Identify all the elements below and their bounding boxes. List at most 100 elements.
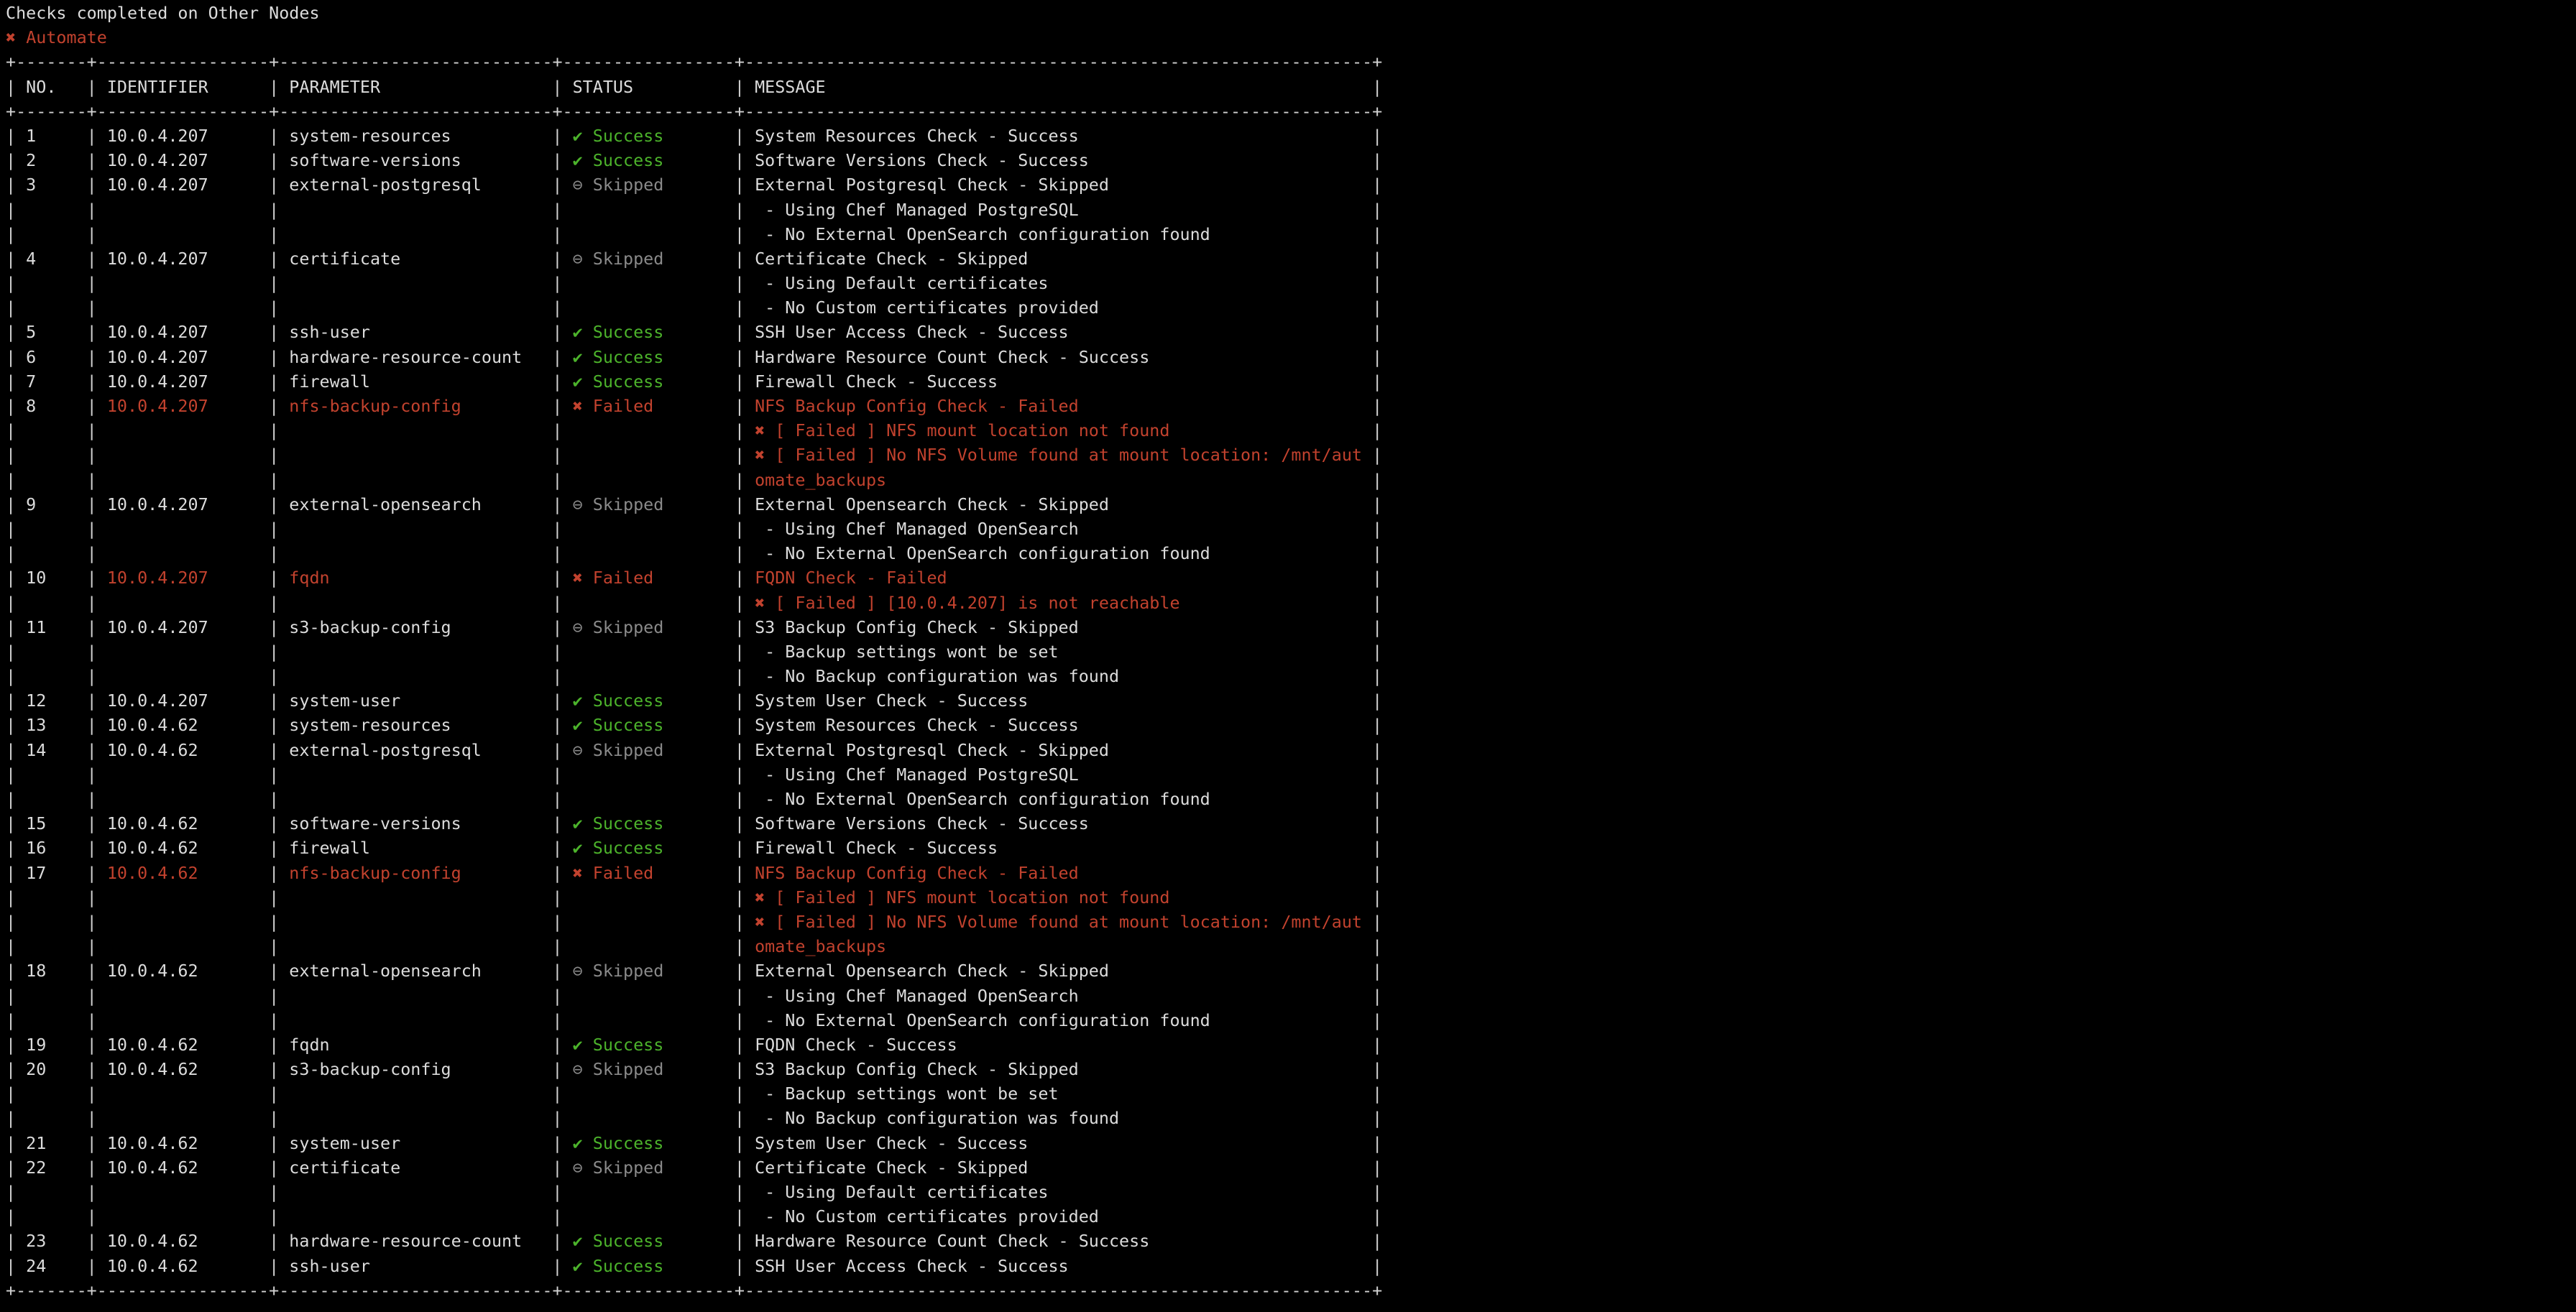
message-cell-text: - Using Chef Managed OpenSearch [755,985,1373,1006]
empty-cell-text [289,200,552,220]
empty-cell: | [552,271,734,295]
empty-cell: | [552,517,734,541]
table-row: | 23 | 10.0.4.62 | hardware-resource-cou… [6,1229,2576,1253]
message-cell: | ✖ [ Failed ] No NFS Volume found at mo… [735,443,1372,467]
status-cell: | ✔ Success [552,369,734,394]
column-separator: | [1372,371,1383,392]
column-separator: | [552,469,573,490]
column-separator: | [6,371,27,392]
empty-cell-text [289,445,552,465]
border-line: +-------+-----------------+-------------… [6,52,1383,73]
empty-cell: | [6,1081,87,1106]
message-cell-text: SSH User Access Check - Success [755,1255,1373,1276]
column-separator: | [269,420,290,441]
column-separator: | [6,150,27,171]
column-separator: | [1372,1157,1383,1178]
column-separator: | [734,445,755,466]
column-separator: | [6,862,27,883]
column-separator: | [1372,1132,1383,1153]
parameter-cell-text: certificate [289,1157,553,1178]
empty-cell: | [269,541,552,565]
column-header-text: PARAMETER [289,76,553,97]
column-separator: | [6,543,27,564]
column-separator: | [552,1231,573,1252]
empty-cell: | [6,664,87,688]
column-header-text: IDENTIFIER [106,76,270,97]
status-cell-text: ✔ Success [572,1034,735,1055]
column-separator: | [552,690,573,711]
column-separator: | [6,297,27,318]
identifier-cell-text: 10.0.4.207 [106,175,270,195]
column-header-text: NO. [26,76,87,97]
column-separator: | [734,568,755,588]
column-separator: | [269,346,290,367]
column-separator: | [734,494,755,514]
message-cell-text: ✖ [ Failed ] [10.0.4.207] is not reachab… [755,592,1373,613]
column-separator: | [86,248,107,269]
status-cell: | ✔ Success [552,688,734,713]
empty-cell-text [289,1010,552,1030]
empty-cell-text [26,1206,86,1226]
empty-cell: | [6,1180,87,1204]
column-separator: | [269,1034,290,1055]
status-cell-text: ✖ Failed [572,396,735,416]
message-cell: | System User Check - Success [735,1131,1372,1155]
status-cell: | ⊖ Skipped [552,615,734,639]
row-number-cell: | 16 [6,836,87,860]
empty-cell-text [26,470,86,490]
status-cell: | ✔ Success [552,1131,734,1155]
message-cell-text: - Backup settings wont be set [755,1084,1373,1104]
column-separator: | [1372,862,1383,883]
empty-cell: | [87,787,269,811]
column-separator: | [86,1010,107,1030]
row-number-cell-text: 14 [26,739,87,760]
message-cell-text: omate_backups [755,469,1373,490]
table-row: | 21 | 10.0.4.62 | system-user | ✔ Succe… [6,1131,2576,1155]
column-separator: | [734,1132,755,1153]
status-cell: | ⊖ Skipped [552,172,734,197]
status-cell: | ⊖ Skipped [552,738,734,762]
parameter-cell-text: external-opensearch [289,961,553,981]
empty-cell-text [573,912,735,932]
message-cell: | - No Custom certificates provided [735,1204,1372,1229]
column-separator: | [1372,739,1383,760]
row-number-cell: | 20 [6,1057,87,1081]
table-header-row: | NO. | IDENTIFIER | PARAMETER | STATUS … [6,75,2576,99]
identifier-cell-text: 10.0.4.62 [106,1255,270,1276]
status-cell-text: ✔ Success [572,690,735,711]
column-separator: | [1372,1059,1383,1080]
column-separator: | [552,568,573,588]
empty-cell: | [269,517,552,541]
column-separator: | [86,641,107,662]
column-separator: | [6,518,27,539]
table-border-bottom: +-------+-----------------+-------------… [6,1278,2576,1303]
column-separator: | [552,543,573,564]
message-cell-text: - No Backup configuration was found [755,666,1373,687]
column-separator: | [1372,273,1383,294]
identifier-cell-text: 10.0.4.62 [106,862,270,883]
table-row: | 4 | 10.0.4.207 | certificate | ⊖ Skipp… [6,246,2576,271]
column-separator: | [269,1157,290,1178]
message-cell-text: - Using Default certificates [755,1182,1373,1202]
column-separator: | [6,1255,27,1276]
message-cell-text: FQDN Check - Success [755,1034,1373,1055]
empty-cell-text [107,273,269,293]
identifier-cell-text: 10.0.4.62 [106,1034,270,1055]
message-cell: | System User Check - Success [735,688,1372,713]
empty-cell: | [6,934,87,958]
column-separator: | [1372,1034,1383,1055]
message-cell: | NFS Backup Config Check - Failed [735,861,1372,885]
column-separator: | [734,1182,755,1202]
message-cell: | External Opensearch Check - Skipped [735,492,1372,517]
column-separator: | [6,273,27,294]
empty-cell-text [107,1206,269,1226]
column-separator: | [552,297,573,318]
message-cell: | ✖ [ Failed ] NFS mount location not fo… [735,885,1372,910]
identifier-cell: | 10.0.4.62 [87,1032,269,1057]
empty-cell: | [87,591,269,615]
column-separator: | [269,1108,290,1129]
empty-cell-text [107,1182,269,1202]
empty-cell: | [552,468,734,492]
parameter-cell: | system-user [269,1131,552,1155]
parameter-cell: | nfs-backup-config [269,861,552,885]
